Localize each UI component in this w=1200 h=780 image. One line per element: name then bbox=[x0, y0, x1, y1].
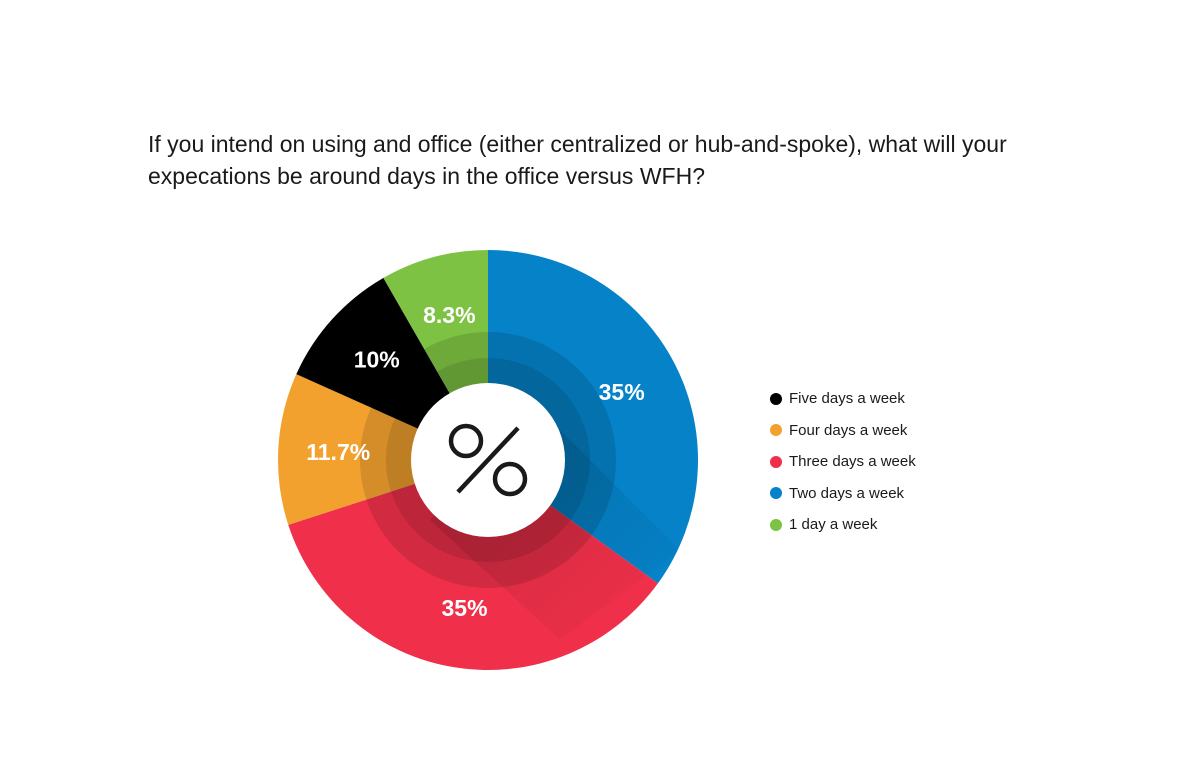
slice-value-label: 10% bbox=[354, 346, 400, 372]
legend-item-five-days: Five days a week bbox=[770, 383, 916, 415]
pie-slice bbox=[278, 374, 488, 525]
percent-icon bbox=[448, 423, 528, 497]
pie-slice bbox=[488, 250, 698, 584]
legend-item-four-days: Four days a week bbox=[770, 415, 916, 447]
slice-value-label: 11.7% bbox=[306, 439, 370, 465]
legend-swatch bbox=[770, 518, 782, 531]
legend-label: Three days a week bbox=[789, 453, 916, 471]
legend-swatch bbox=[770, 392, 782, 405]
slice-value-label: 35% bbox=[442, 595, 488, 621]
legend-item-two-days: Two days a week bbox=[770, 478, 916, 510]
legend-swatch bbox=[770, 424, 782, 437]
slice-value-label: 8.3% bbox=[423, 302, 475, 328]
legend: Five days a week Four days a week Three … bbox=[770, 383, 916, 541]
legend-label: Five days a week bbox=[789, 390, 905, 408]
legend-item-one-day: 1 day a week bbox=[770, 509, 916, 541]
legend-label: Two days a week bbox=[789, 484, 905, 502]
chart-title: If you intend on using and office (eithe… bbox=[148, 131, 1007, 189]
slice-value-label: 35% bbox=[599, 379, 645, 405]
legend-label: 1 day a week bbox=[789, 516, 878, 534]
slice-labels: 35% 35% 11.7% 10% 8.3% bbox=[306, 302, 644, 621]
legend-label: Four days a week bbox=[789, 421, 908, 439]
legend-item-three-days: Three days a week bbox=[770, 446, 916, 478]
legend-swatch bbox=[770, 487, 782, 500]
legend-swatch bbox=[770, 455, 782, 468]
